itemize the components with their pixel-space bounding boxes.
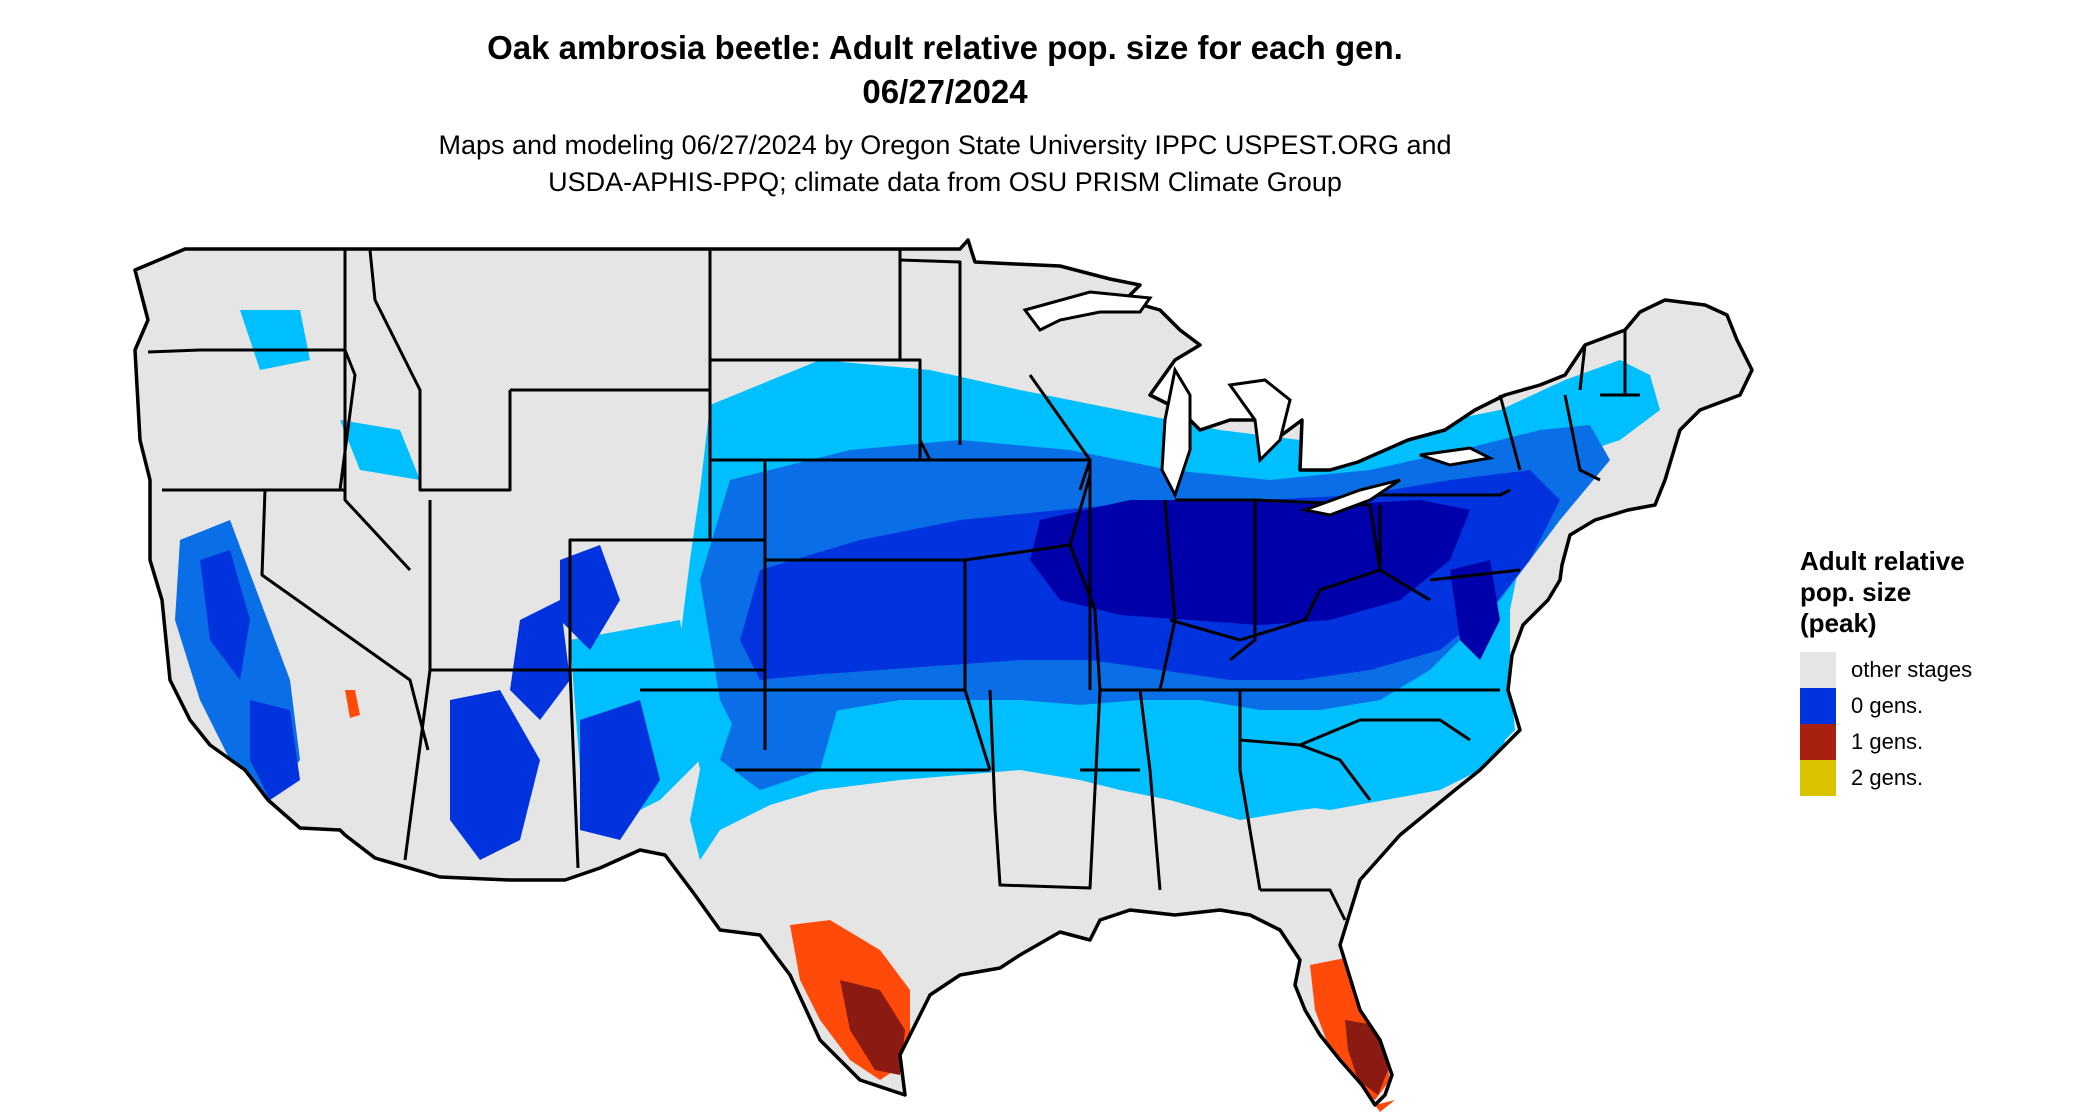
legend-swatch [1800,724,1836,760]
legend-label: other stages [1851,657,1973,682]
great-lakes [1022,290,1495,517]
dark-blue-zone [1030,500,1500,660]
state-borders [147,249,1640,921]
title-line-1: Oak ambrosia beetle: Adult relative pop.… [487,29,1403,66]
legend-swatch [1800,760,1836,796]
legend-swatch [1800,688,1836,724]
legend-title-line-1: Adult relative [1800,546,1965,576]
legend-item-other-stages: other stages [1800,652,2060,688]
lake-superior [1022,290,1153,332]
lake-erie [1299,478,1401,517]
subtitle-line-2: USDA-APHIS-PPQ; climate data from OSU PR… [548,167,1342,197]
map-legend: Adult relative pop. size (peak) other st… [1800,546,2060,796]
subtitle-line-1: Maps and modeling 06/27/2024 by Oregon S… [438,130,1452,160]
lake-michigan [1160,365,1192,499]
legend-item-1-gens: 1 gens. [1800,724,2060,760]
legend-title: Adult relative pop. size (peak) [1800,546,2060,639]
legend-title-line-2: pop. size [1800,577,1912,607]
population-layer [175,310,1660,1100]
florida-keys-speck [1375,1100,1395,1112]
legend-title-line-3: (peak) [1800,608,1877,638]
legend-item-2-gens: 2 gens. [1800,760,2060,796]
lake-ontario [1419,446,1495,467]
legend-swatch [1800,652,1836,688]
lake-huron [1227,378,1292,464]
legend-item-0-gens: 0 gens. [1800,688,2060,724]
title-line-2: 06/27/2024 [862,73,1028,110]
legend-label: 0 gens. [1851,693,1924,718]
legend-label: 2 gens. [1851,765,1924,790]
legend-label: 1 gens. [1851,729,1924,754]
